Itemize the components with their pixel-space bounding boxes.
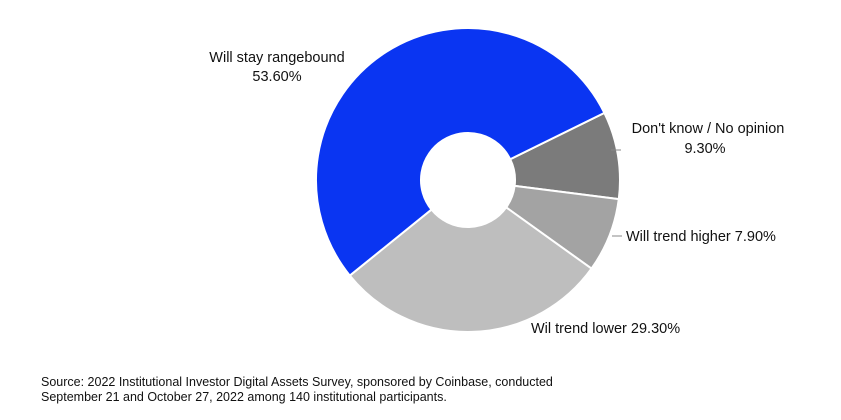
slice-trend-lower — [348, 206, 593, 333]
source-note: Source: 2022 Institutional Investor Digi… — [41, 375, 681, 405]
label-dont-know-value: 9.30% — [684, 141, 725, 157]
label-trend-lower: Wil trend lower 29.30% — [531, 321, 680, 337]
slice-rangebound — [315, 27, 606, 277]
source-line-2: September 21 and October 27, 2022 among … — [41, 390, 447, 404]
label-trend-lower-name: Wil trend lower — [531, 321, 627, 337]
label-trend-lower-value: 29.30% — [631, 321, 680, 337]
label-rangebound-value: 53.60% — [252, 69, 301, 85]
label-trend-higher-value: 7.90% — [735, 229, 776, 245]
label-dont-know-name: Don't know / No opinion — [632, 121, 785, 137]
label-trend-higher: Will trend higher 7.90% — [626, 229, 776, 245]
label-rangebound-name: Will stay rangebound — [209, 50, 344, 66]
donut-slices — [315, 27, 621, 333]
source-line-1: Source: 2022 Institutional Investor Digi… — [41, 375, 553, 389]
label-trend-higher-name: Will trend higher — [626, 229, 731, 245]
donut-chart: Will stay rangebound 53.60% Don't know /… — [209, 27, 785, 337]
